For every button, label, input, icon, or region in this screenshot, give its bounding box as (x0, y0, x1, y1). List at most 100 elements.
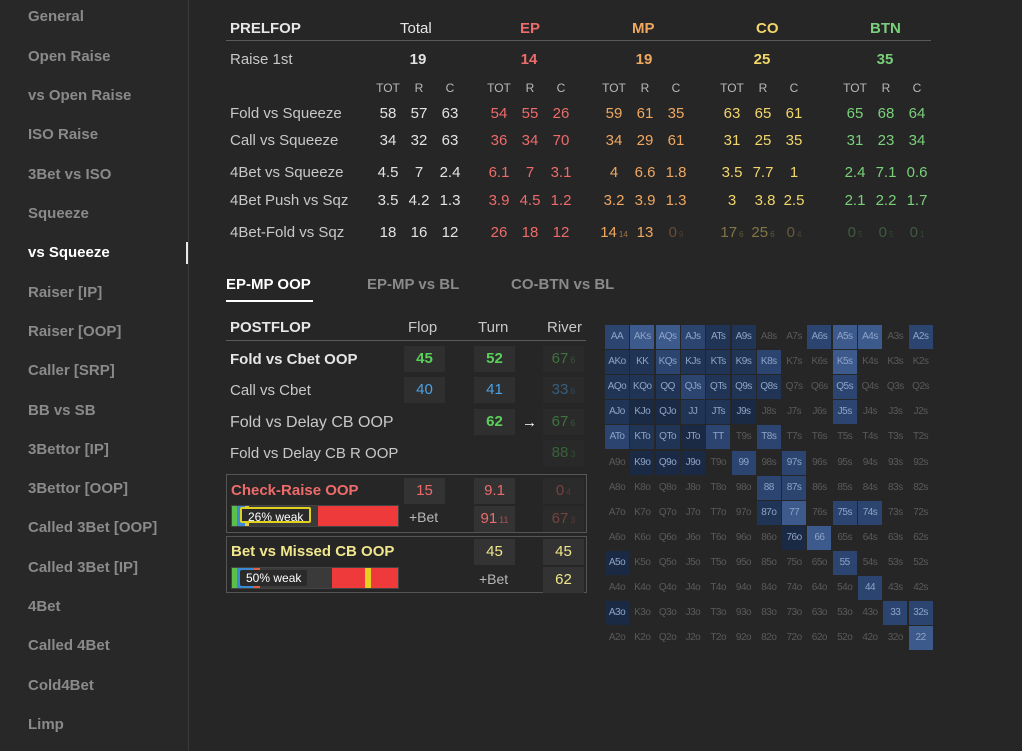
hand-cell-a3o[interactable]: A3o (605, 601, 629, 626)
hand-cell-kjo[interactable]: KJo (630, 400, 655, 425)
hand-cell-t5o[interactable]: T5o (710, 556, 727, 568)
hand-cell-qjo[interactable]: QJo (655, 400, 680, 425)
hand-cell-k5s[interactable]: K5s (832, 350, 857, 375)
sidebar-item-caller-srp[interactable]: Caller [SRP] (28, 362, 115, 379)
hand-cell-66[interactable]: 66 (807, 525, 832, 550)
hand-cell-t4o[interactable]: T4o (710, 582, 727, 593)
hand-cell-t2o[interactable]: T2o (710, 632, 727, 644)
hand-cell-53s[interactable]: 53s (887, 556, 903, 568)
sidebar-item-raiser-ip[interactable]: Raiser [IP] (28, 284, 103, 301)
hand-cell-99[interactable]: 99 (731, 450, 756, 475)
tab-ep-mp-vs-bl[interactable]: EP-MP vs BL (367, 276, 460, 293)
hand-cell-t9o[interactable]: T9o (710, 456, 727, 468)
hand-cell-ajo[interactable]: AJo (605, 400, 629, 425)
hand-cell-43s[interactable]: 43s (887, 582, 903, 593)
hand-cell-54s[interactable]: 54s (862, 556, 878, 568)
hand-cell-q6s[interactable]: Q6s (810, 381, 828, 393)
hand-cell-82o[interactable]: 82o (761, 632, 777, 644)
hand-cell-k9s[interactable]: K9s (731, 350, 756, 375)
hand-cell-64o[interactable]: 64o (811, 582, 828, 593)
hand-cell-ats[interactable]: ATs (706, 325, 731, 349)
hand-cell-63s[interactable]: 63s (887, 531, 903, 543)
hand-cell-k4o[interactable]: K4o (634, 582, 651, 593)
hand-cell-j8o[interactable]: J8o (685, 481, 701, 493)
hand-cell-qts[interactable]: QTs (706, 375, 731, 400)
hand-cell-72o[interactable]: 72o (786, 632, 803, 644)
sidebar-item-called-3bet-ip[interactable]: Called 3Bet [IP] (28, 559, 139, 576)
hand-cell-97o[interactable]: 97o (735, 506, 752, 518)
hand-cell-q9o[interactable]: Q9o (655, 450, 680, 475)
hand-cell-qjs[interactable]: QJs (680, 375, 705, 400)
hand-cell-q5o[interactable]: Q5o (658, 556, 677, 568)
hand-cell-87o[interactable]: 87o (756, 500, 781, 525)
hand-cell-k6o[interactable]: K6o (634, 531, 651, 543)
hand-cell-k3s[interactable]: K3s (887, 356, 904, 368)
hand-cell-96s[interactable]: 96s (812, 456, 827, 468)
hand-cell-jto[interactable]: JTo (680, 425, 705, 450)
hand-cell-a7o[interactable]: A7o (608, 506, 626, 518)
hand-cell-kjs[interactable]: KJs (680, 350, 705, 375)
hand-cell-j5o[interactable]: J5o (685, 556, 701, 568)
hand-cell-ato[interactable]: ATo (605, 425, 629, 450)
hand-cell-j2s[interactable]: J2s (913, 406, 929, 418)
hand-cell-a7s[interactable]: A7s (786, 331, 802, 342)
hand-cell-kqo[interactable]: KQo (630, 375, 655, 400)
hand-cell-k9o[interactable]: K9o (630, 450, 655, 475)
hand-cell-62s[interactable]: 62s (913, 531, 928, 543)
sidebar-item-cold4bet[interactable]: Cold4Bet (28, 677, 94, 694)
hand-cell-j3s[interactable]: J3s (888, 406, 903, 418)
hand-cell-22[interactable]: 22 (908, 626, 933, 651)
hand-cell-93o[interactable]: 93o (735, 607, 752, 619)
hand-cell-k4s[interactable]: K4s (862, 356, 878, 368)
hand-cell-k2o[interactable]: K2o (634, 632, 651, 644)
hand-cell-a2o[interactable]: A2o (608, 632, 626, 644)
hand-cell-q8o[interactable]: Q8o (658, 481, 677, 493)
hand-cell-j2o[interactable]: J2o (685, 632, 701, 644)
sidebar-item-3bettor-ip[interactable]: 3Bettor [IP] (28, 441, 109, 458)
hand-cell-a6o[interactable]: A6o (608, 531, 626, 543)
hand-cell-q3s[interactable]: Q3s (886, 381, 904, 393)
sidebar-item-4bet[interactable]: 4Bet (28, 598, 61, 615)
hand-cell-t5s[interactable]: T5s (837, 431, 853, 443)
hand-cell-t6o[interactable]: T6o (710, 531, 727, 543)
hand-cell-32o[interactable]: 32o (887, 632, 904, 644)
hand-cell-75o[interactable]: 75o (786, 556, 803, 568)
sidebar-item-3bet-vs-iso[interactable]: 3Bet vs ISO (28, 166, 112, 183)
hand-cell-32s[interactable]: 32s (908, 601, 933, 626)
hand-cell-t9s[interactable]: T9s (735, 431, 752, 443)
hand-cell-43o[interactable]: 43o (862, 607, 878, 619)
sidebar-item-called-4bet[interactable]: Called 4Bet (28, 637, 110, 654)
hand-cell-j7s[interactable]: J7s (787, 406, 802, 418)
hand-cell-83o[interactable]: 83o (761, 607, 777, 619)
hand-cell-q8s[interactable]: Q8s (756, 375, 781, 400)
hand-cell-73o[interactable]: 73o (786, 607, 803, 619)
hand-cell-aqs[interactable]: AQs (655, 325, 680, 349)
hand-cell-j7o[interactable]: J7o (685, 506, 701, 518)
hand-cell-a9o[interactable]: A9o (608, 456, 626, 468)
hand-cell-k8o[interactable]: K8o (634, 481, 651, 493)
hand-cell-42o[interactable]: 42o (862, 632, 878, 644)
hand-cell-j6o[interactable]: J6o (685, 531, 701, 543)
hand-cell-33[interactable]: 33 (883, 601, 908, 626)
hand-cell-tt[interactable]: TT (706, 425, 731, 450)
hand-cell-j8s[interactable]: J8s (761, 406, 777, 418)
sidebar-item-iso-raise[interactable]: ISO Raise (28, 126, 99, 143)
hand-cell-a9s[interactable]: A9s (731, 325, 756, 349)
hand-cell-q7o[interactable]: Q7o (658, 506, 677, 518)
hand-cell-52o[interactable]: 52o (837, 632, 853, 644)
hand-cell-qto[interactable]: QTo (655, 425, 680, 450)
hand-cell-62o[interactable]: 62o (811, 632, 828, 644)
hand-cell-k7s[interactable]: K7s (786, 356, 802, 368)
hand-cell-a8o[interactable]: A8o (608, 481, 626, 493)
sidebar-item-vs-squeeze[interactable]: vs Squeeze (28, 244, 110, 261)
hand-cell-a5s[interactable]: A5s (832, 325, 857, 349)
hand-cell-96o[interactable]: 96o (735, 531, 752, 543)
hand-cell-q9s[interactable]: Q9s (731, 375, 756, 400)
sidebar-item-3bettor-oop[interactable]: 3Bettor [OOP] (28, 480, 129, 497)
hand-cell-88[interactable]: 88 (756, 475, 781, 500)
hand-cell-72s[interactable]: 72s (913, 506, 928, 518)
hand-cell-k8s[interactable]: K8s (756, 350, 781, 375)
hand-cell-a5o[interactable]: A5o (605, 550, 629, 575)
sidebar-item-general[interactable]: General (28, 8, 84, 25)
hand-cell-94s[interactable]: 94s (862, 456, 878, 468)
